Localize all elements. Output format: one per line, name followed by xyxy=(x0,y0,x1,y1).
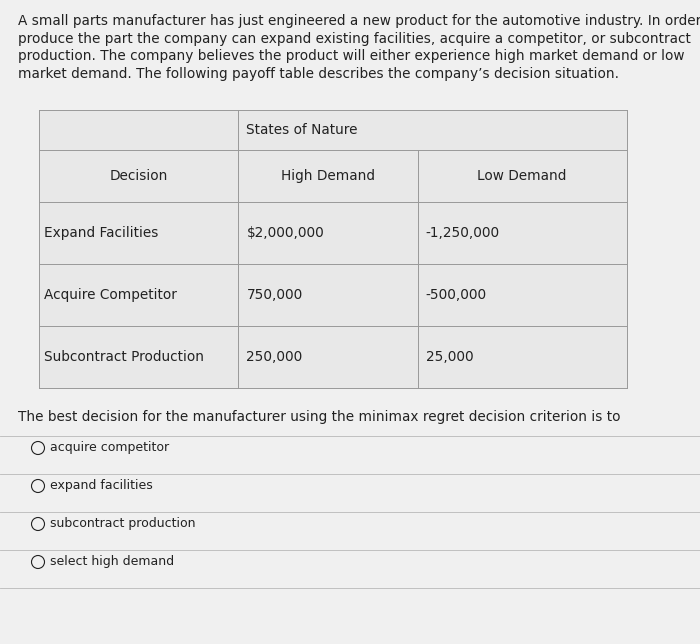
Text: $2,000,000: $2,000,000 xyxy=(246,226,324,240)
Text: acquire competitor: acquire competitor xyxy=(50,442,169,455)
Text: Expand Facilities: Expand Facilities xyxy=(45,226,159,240)
Bar xyxy=(38,110,626,388)
Text: 25,000: 25,000 xyxy=(426,350,473,364)
Text: A small parts manufacturer has just engineered a new product for the automotive : A small parts manufacturer has just engi… xyxy=(18,14,700,28)
Text: States of Nature: States of Nature xyxy=(246,123,358,137)
Text: 750,000: 750,000 xyxy=(246,288,302,302)
Text: Acquire Competitor: Acquire Competitor xyxy=(45,288,177,302)
Text: -1,250,000: -1,250,000 xyxy=(426,226,500,240)
Text: Decision: Decision xyxy=(109,169,167,183)
Text: Subcontract Production: Subcontract Production xyxy=(45,350,204,364)
Text: subcontract production: subcontract production xyxy=(50,518,196,531)
Text: Low Demand: Low Demand xyxy=(477,169,567,183)
Text: The best decision for the manufacturer using the minimax regret decision criteri: The best decision for the manufacturer u… xyxy=(18,410,620,424)
Text: 250,000: 250,000 xyxy=(246,350,302,364)
Text: -500,000: -500,000 xyxy=(426,288,487,302)
Text: select high demand: select high demand xyxy=(50,556,174,569)
Text: produce the part the company can expand existing facilities, acquire a competito: produce the part the company can expand … xyxy=(18,32,691,46)
Text: market demand. The following payoff table describes the company’s decision situa: market demand. The following payoff tabl… xyxy=(18,66,619,80)
Text: production. The company believes the product will either experience high market : production. The company believes the pro… xyxy=(18,49,685,63)
Text: expand facilities: expand facilities xyxy=(50,480,153,493)
Text: High Demand: High Demand xyxy=(281,169,375,183)
